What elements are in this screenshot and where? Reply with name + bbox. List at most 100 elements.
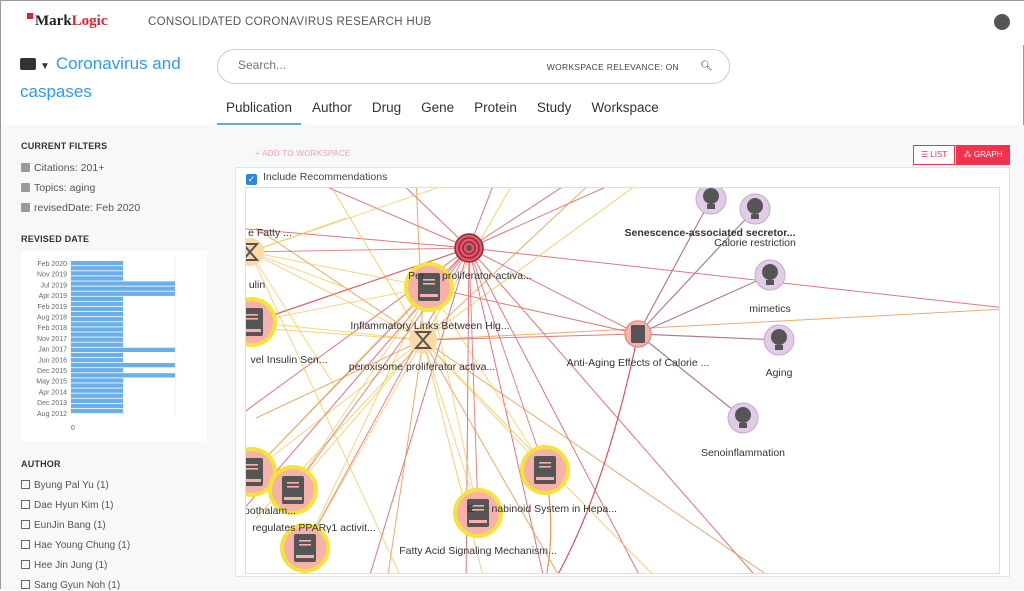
concept-node[interactable] xyxy=(739,193,771,225)
date-bar[interactable] xyxy=(71,347,175,352)
list-view-button[interactable]: ☰ LIST xyxy=(913,145,955,165)
caret-down-icon[interactable]: ▼ xyxy=(40,61,50,72)
date-bar[interactable] xyxy=(71,271,123,276)
node-label[interactable]: vel Insulin Sen... xyxy=(250,354,327,366)
checkbox[interactable] xyxy=(21,520,30,529)
checkbox[interactable] xyxy=(21,580,30,589)
tab-protein[interactable]: Protein xyxy=(474,100,517,115)
checkbox-checked[interactable] xyxy=(21,183,30,192)
date-bar[interactable] xyxy=(71,286,175,291)
graph-view-button[interactable]: ⁂ GRAPH xyxy=(956,145,1010,165)
marklogic-logo[interactable]: MarkLogic xyxy=(27,13,108,30)
filter-revised-date[interactable]: revisedDate: Feb 2020 xyxy=(21,202,140,214)
node-label[interactable]: Anti-Aging Effects of Calorie ... xyxy=(567,357,710,369)
author-filter-item[interactable]: Sang Gyun Noh (1) xyxy=(21,580,120,591)
author-filter-item[interactable]: Dae Hyun Kim (1) xyxy=(21,500,113,511)
date-bar[interactable] xyxy=(71,368,123,373)
date-bar[interactable] xyxy=(71,301,123,307)
node-label[interactable]: regulates PPARγ1 activit... xyxy=(252,522,376,534)
checkbox-checked[interactable] xyxy=(21,203,30,212)
node-label[interactable]: peroxisome proliferator activa... xyxy=(349,361,495,373)
concept-node[interactable] xyxy=(763,324,795,356)
node-label[interactable]: Senescence-associated secretor... xyxy=(624,227,795,239)
node-label[interactable]: pothalam... xyxy=(246,505,296,517)
node-label[interactable]: Inflammatory Links Between Hig... xyxy=(350,320,509,332)
publication-node[interactable] xyxy=(404,262,454,312)
date-bar[interactable] xyxy=(71,378,123,383)
date-bar[interactable] xyxy=(71,337,123,342)
node-label[interactable]: mimetics xyxy=(749,303,790,315)
date-bar[interactable] xyxy=(71,291,175,296)
node-label[interactable]: Aging xyxy=(766,367,793,379)
tab-author[interactable]: Author xyxy=(312,100,352,115)
date-bar[interactable] xyxy=(71,383,123,388)
date-bar[interactable] xyxy=(71,388,123,393)
publication-node[interactable] xyxy=(520,445,570,495)
workspace-relevance-toggle[interactable]: WORKSPACE RELEVANCE: ON xyxy=(546,62,679,72)
search-icon[interactable]: 🔍︎ xyxy=(700,61,713,72)
node-label[interactable]: E nabinoid System in Hepa... xyxy=(467,503,617,515)
date-bar[interactable] xyxy=(71,317,123,322)
date-bar[interactable] xyxy=(71,363,175,368)
checkbox[interactable] xyxy=(21,500,30,509)
checkbox[interactable] xyxy=(21,540,30,549)
date-bar[interactable] xyxy=(71,322,123,327)
user-account-icon[interactable] xyxy=(994,14,1010,30)
node-label[interactable]: e Fatty ... xyxy=(248,227,292,239)
workspace-selector[interactable]: ▼ Coronavirus and caspases xyxy=(20,51,210,104)
tab-publication[interactable]: Publication xyxy=(217,97,302,125)
date-bar[interactable] xyxy=(71,296,123,301)
publication-node[interactable] xyxy=(453,488,503,538)
date-bar[interactable] xyxy=(71,327,123,332)
filter-citations[interactable]: Citations: 201+ xyxy=(21,162,104,174)
filter-topics[interactable]: Topics: aging xyxy=(21,182,95,194)
checkbox-checked[interactable]: ✓ xyxy=(246,174,257,185)
publication-node[interactable] xyxy=(246,297,277,347)
author-filter-item[interactable]: Hee Jin Jung (1) xyxy=(21,560,107,571)
date-bar[interactable] xyxy=(71,332,123,337)
node-label[interactable]: ulin xyxy=(249,279,266,291)
node-label[interactable]: Fatty Acid Signaling Mechanism... xyxy=(399,545,557,557)
tab-drug[interactable]: Drug xyxy=(371,100,402,115)
tab-gene[interactable]: Gene xyxy=(421,100,455,115)
concept-node[interactable] xyxy=(727,402,759,434)
author-filter-item[interactable]: EunJin Bang (1) xyxy=(21,520,106,531)
concept-node[interactable] xyxy=(695,188,727,215)
date-bar[interactable] xyxy=(71,398,123,403)
date-bar[interactable] xyxy=(71,393,123,398)
date-bar[interactable] xyxy=(71,266,123,271)
gene-node[interactable] xyxy=(246,238,264,266)
node-label[interactable]: Senoinflammation xyxy=(701,447,785,459)
checkbox[interactable] xyxy=(21,560,30,569)
date-bar[interactable] xyxy=(71,342,123,347)
add-to-workspace-button[interactable]: + ADD TO WORKSPACE xyxy=(255,149,351,158)
publication-node[interactable] xyxy=(624,320,652,348)
date-bar[interactable] xyxy=(71,408,123,414)
publication-node[interactable] xyxy=(268,465,318,515)
node-label[interactable]: Calorie restriction xyxy=(714,237,796,249)
date-bar[interactable] xyxy=(71,261,123,266)
tab-study[interactable]: Study xyxy=(536,100,572,115)
include-recommendations-checkbox[interactable]: ✓ Include Recommendations xyxy=(246,171,387,185)
gene-node[interactable] xyxy=(409,326,437,354)
date-bar[interactable] xyxy=(71,403,123,409)
publication-node[interactable] xyxy=(246,447,277,497)
date-bar[interactable] xyxy=(71,306,123,312)
target-node[interactable] xyxy=(454,233,484,263)
date-bar[interactable] xyxy=(71,357,123,363)
network-graph[interactable]: e Fatty ... ulin Per proliferator-activa..… xyxy=(245,187,1000,574)
author-filter-item[interactable]: Hae Young Chung (1) xyxy=(21,540,130,551)
date-bar[interactable] xyxy=(71,281,175,286)
date-bar[interactable] xyxy=(71,312,123,317)
search-input[interactable] xyxy=(238,58,538,72)
author-filter-item[interactable]: Byung Pal Yu (1) xyxy=(21,480,109,491)
node-label[interactable]: Per proliferator-activa... xyxy=(408,270,532,282)
date-bar[interactable] xyxy=(71,276,123,281)
tab-workspace[interactable]: Workspace xyxy=(591,100,659,115)
date-bar[interactable] xyxy=(71,352,123,358)
date-bar[interactable] xyxy=(71,373,175,378)
concept-node[interactable] xyxy=(754,259,786,291)
checkbox-checked[interactable] xyxy=(21,163,30,172)
workspace-title[interactable]: Coronavirus and caspases xyxy=(20,54,181,101)
publication-node[interactable] xyxy=(280,523,330,573)
